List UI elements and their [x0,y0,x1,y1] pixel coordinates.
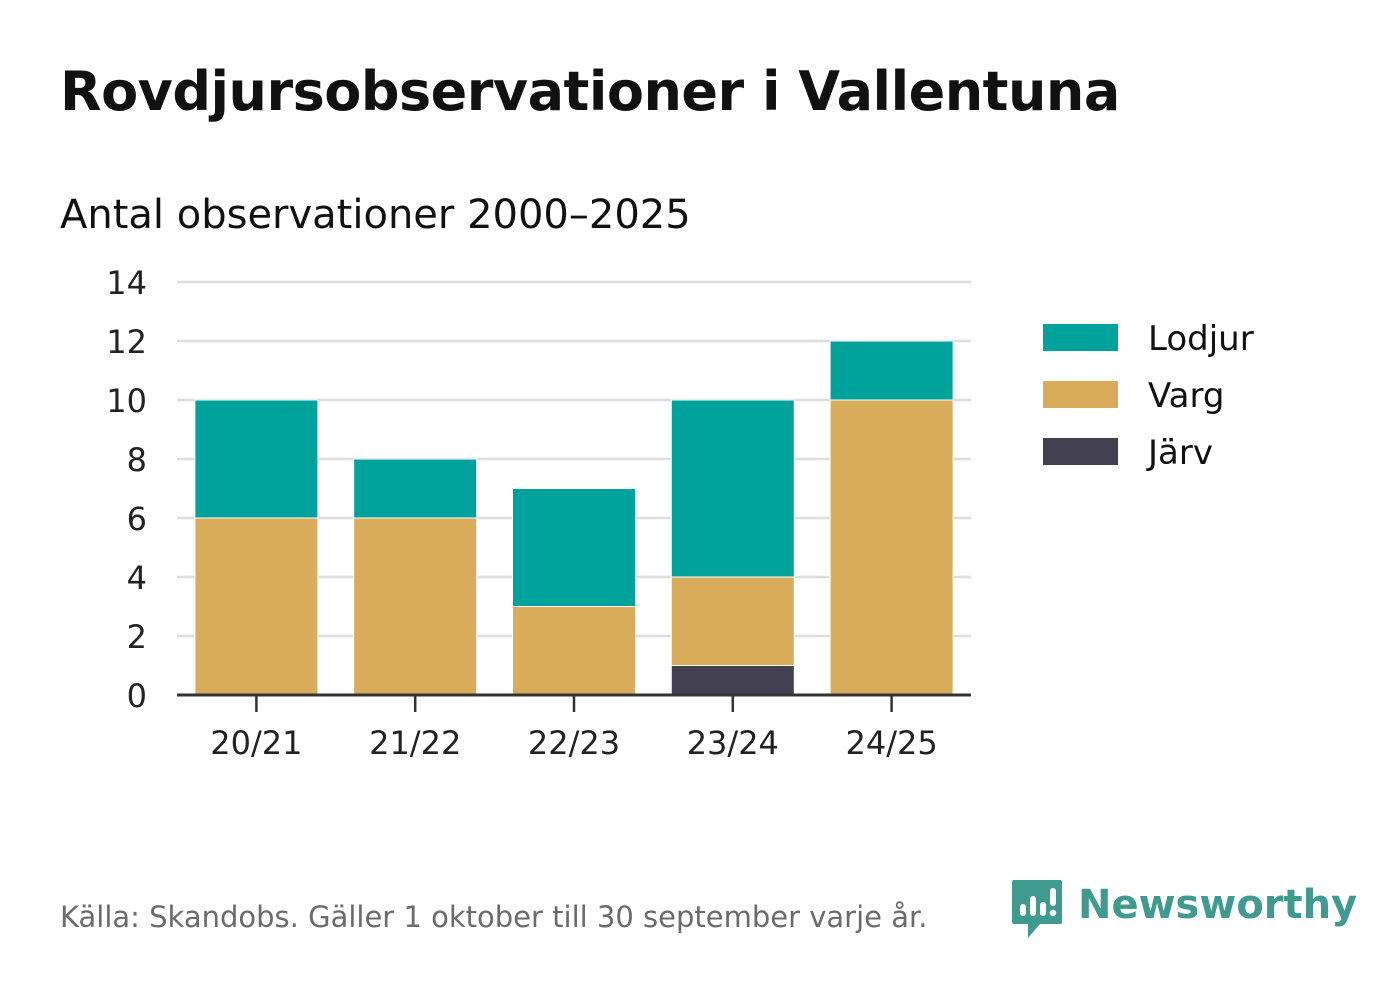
y-tick-label-0: 0 [127,677,147,715]
y-tick-label-8: 8 [127,441,147,479]
legend: Lodjur Varg Järv [1043,319,1254,473]
legend-label-jrv: Järv [1146,433,1213,473]
newsworthy-logo-icon [1012,880,1062,938]
bars [194,340,954,696]
legend-label-lodjur: Lodjur [1148,319,1254,359]
legend-swatch-varg [1043,381,1118,408]
bar-varg-20-21 [194,517,319,696]
bar-varg-21-22 [353,517,478,696]
bar-lodjur-21-22 [353,458,478,519]
y-tick-label-6: 6 [127,500,147,538]
y-tick-label-2: 2 [127,618,147,656]
legend-label-varg: Varg [1148,376,1224,416]
bar-varg-22-23 [512,606,636,696]
chart-subtitle: Antal observationer 2000–2025 [60,192,691,238]
bar-jrv-23-24 [670,665,795,696]
brand-logo: Newsworthy [1010,878,1357,942]
y-tick-label-12: 12 [106,323,147,361]
x-tick-label-20-21: 20/21 [210,724,302,762]
legend-swatch-jrv [1043,438,1118,465]
y-tick-label-10: 10 [106,382,147,420]
chart-title: Rovdjursobservationer i Vallentuna [60,60,1120,123]
bar-lodjur-23-24 [670,399,795,578]
bar-varg-24-25 [829,399,954,696]
legend-swatch-lodjur [1043,324,1118,351]
x-tick-label-22-23: 22/23 [528,724,620,762]
axes: 0 2 4 6 8 10 12 14 20/21 21/22 22/23 23/24 24/25 [106,264,971,762]
brand-name: Newsworthy [1078,882,1358,928]
bar-varg-23-24 [670,576,795,666]
bar-lodjur-20-21 [194,399,319,519]
y-tick-label-14: 14 [106,264,147,302]
x-tick-label-23-24: 23/24 [687,724,779,762]
source-note: Källa: Skandobs. Gäller 1 oktober till 3… [60,900,928,934]
bar-lodjur-22-23 [512,488,636,607]
x-tick-label-21-22: 21/22 [369,724,461,762]
y-tick-label-4: 4 [127,559,147,597]
bar-lodjur-24-25 [829,340,954,401]
x-tick-label-24-25: 24/25 [845,724,937,762]
